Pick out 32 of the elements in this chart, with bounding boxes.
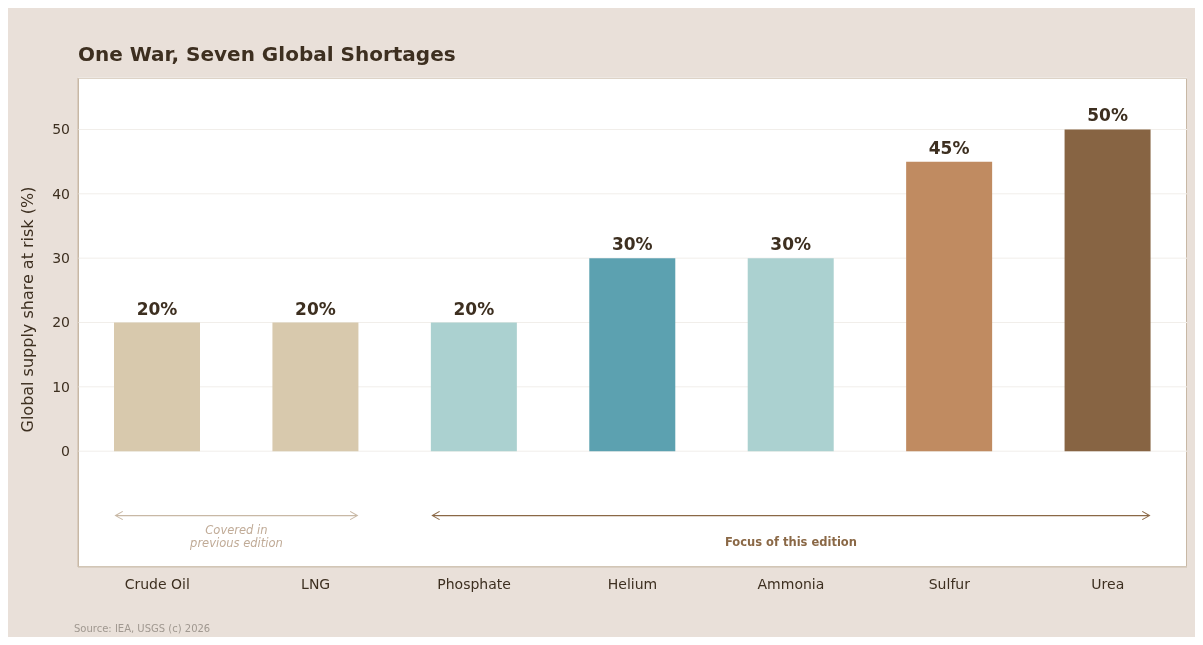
bar	[906, 161, 993, 452]
x-tick-label: Crude Oil	[124, 575, 190, 592]
y-axis-title: Global supply share at risk (%)	[17, 186, 37, 433]
x-tick-label: Ammonia	[757, 575, 825, 592]
bar	[272, 322, 359, 452]
x-tick-label: Phosphate	[437, 575, 511, 592]
y-tick-label: 20	[52, 314, 70, 331]
annotation: Covered in previous edition	[189, 522, 283, 550]
y-tick-label: 0	[61, 443, 70, 460]
data-label: 20%	[136, 298, 178, 319]
annotation: Focus of this edition	[724, 534, 857, 549]
x-tick-label: LNG	[301, 575, 331, 592]
y-tick-label: 40	[52, 185, 70, 202]
data-label: 30%	[770, 234, 812, 255]
y-tick-label: 30	[52, 250, 70, 267]
bar	[747, 258, 834, 452]
bar	[114, 322, 200, 452]
bar	[589, 258, 676, 452]
x-tick-label: Sulfur	[928, 575, 971, 592]
data-label: 20%	[453, 298, 495, 319]
x-tick-label: Urea	[1091, 575, 1125, 592]
bar	[1064, 129, 1151, 452]
chart-title: One War, Seven Global Shortages	[78, 42, 456, 66]
data-label: 45%	[928, 137, 970, 158]
y-tick-label: 50	[52, 121, 70, 138]
y-tick-label: 10	[52, 378, 70, 395]
data-label: 30%	[611, 234, 653, 255]
source-note: Source: IEA, USGS (c) 2026	[74, 623, 211, 634]
bar	[430, 322, 517, 452]
x-tick-label: Helium	[607, 575, 658, 592]
data-label: 50%	[1087, 105, 1128, 126]
data-label: 20%	[295, 298, 336, 319]
